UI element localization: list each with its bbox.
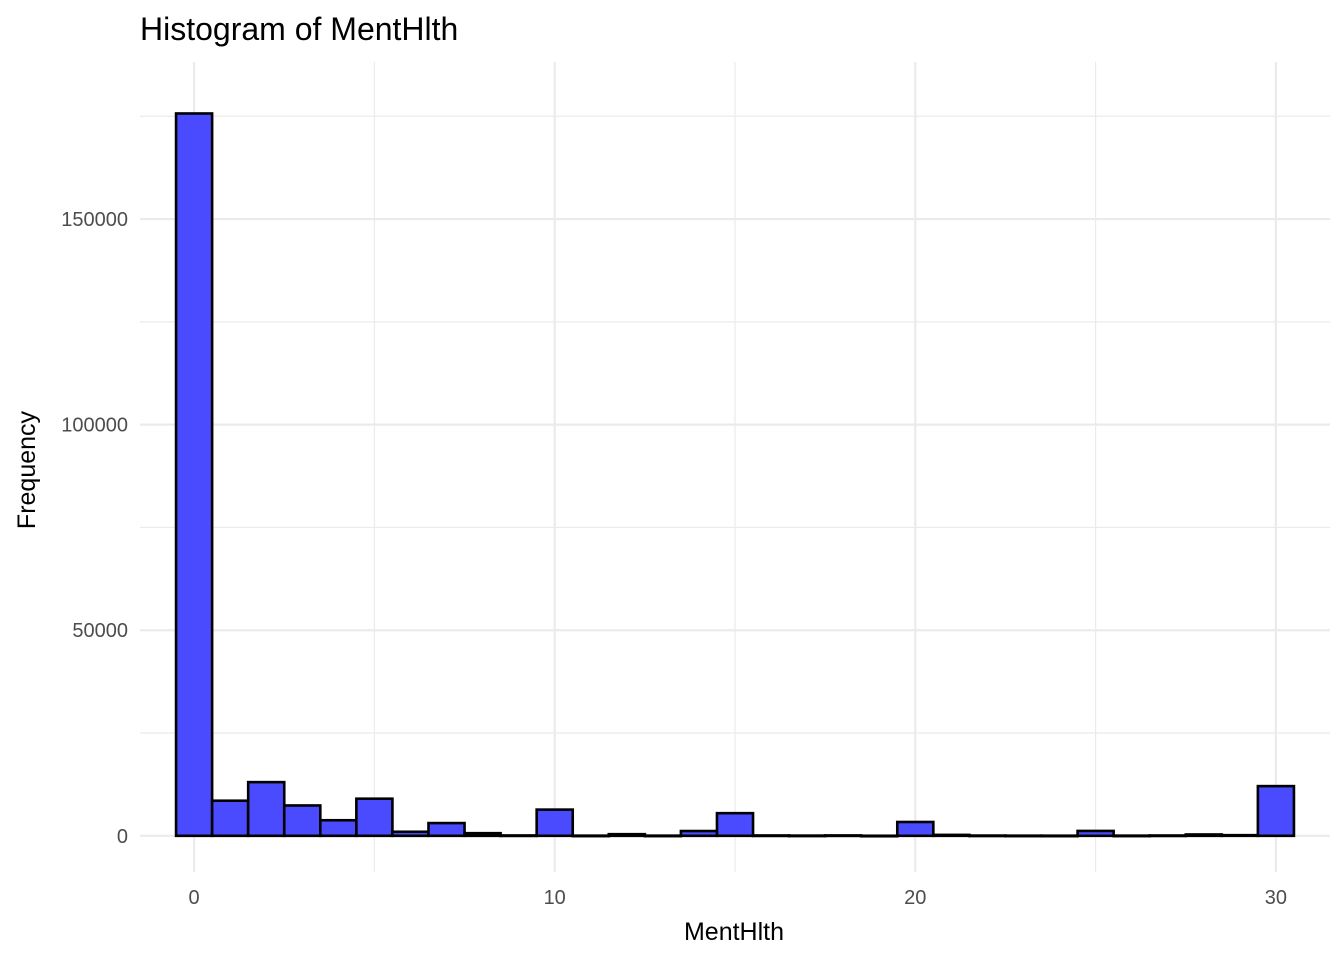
histogram-bar bbox=[427, 821, 466, 838]
histogram-bar bbox=[319, 818, 358, 838]
y-tick-label: 50000 bbox=[72, 620, 128, 642]
histogram-bar bbox=[535, 808, 575, 838]
x-axis-title: MentHlth bbox=[684, 918, 784, 946]
histogram-bar bbox=[679, 829, 719, 838]
x-tick-label: 30 bbox=[1265, 887, 1287, 909]
chart-title: Histogram of MentHlth bbox=[140, 11, 458, 47]
x-tick-label: 10 bbox=[544, 887, 566, 909]
y-tick-label: 0 bbox=[117, 826, 128, 848]
histogram-bar bbox=[751, 834, 791, 838]
histogram-bar bbox=[355, 797, 394, 838]
histogram-bar bbox=[210, 799, 250, 838]
y-axis-title: Frequency bbox=[13, 410, 41, 529]
histogram-bar bbox=[499, 834, 538, 838]
histogram-bar bbox=[968, 834, 1007, 838]
histogram-bar bbox=[1184, 833, 1224, 838]
histogram-bar bbox=[1112, 834, 1151, 838]
histogram-bar bbox=[571, 834, 611, 838]
histogram-bar bbox=[932, 833, 971, 838]
histogram-bar bbox=[463, 831, 502, 838]
histogram-bar bbox=[1040, 834, 1079, 838]
histogram-bar bbox=[715, 811, 755, 838]
y-tick-label: 150000 bbox=[61, 209, 128, 231]
tick-labels: 0 10 20 30 0 50000 100000 150000 bbox=[61, 209, 1287, 909]
histogram-bar bbox=[1148, 834, 1188, 838]
grid-lines bbox=[140, 62, 1330, 872]
histogram-bar bbox=[859, 834, 899, 838]
y-tick-label: 100000 bbox=[61, 415, 128, 437]
histogram-bar bbox=[282, 804, 322, 838]
histogram-bar bbox=[1076, 829, 1115, 838]
histogram-bar bbox=[607, 832, 647, 838]
histogram-bar bbox=[643, 834, 683, 838]
x-tick-label: 0 bbox=[189, 887, 200, 909]
histogram-bar bbox=[1256, 784, 1296, 838]
histogram-bar bbox=[1220, 833, 1260, 838]
histogram-bar bbox=[895, 820, 935, 838]
histogram-bar bbox=[246, 780, 286, 838]
histogram-bar bbox=[391, 830, 430, 838]
histogram-bar bbox=[174, 112, 214, 838]
x-tick-label: 20 bbox=[904, 887, 926, 909]
histogram-bars bbox=[174, 112, 1296, 838]
histogram-bar bbox=[823, 834, 863, 838]
histogram-bar bbox=[1004, 834, 1043, 838]
histogram-bar bbox=[787, 834, 827, 838]
